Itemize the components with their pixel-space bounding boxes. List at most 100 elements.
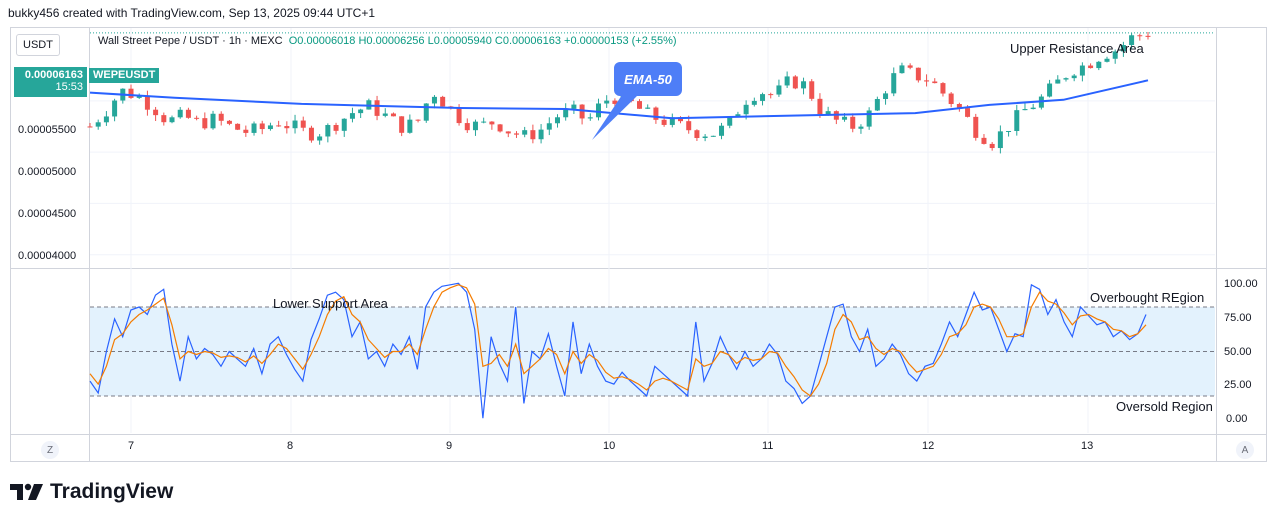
candle-body — [1096, 61, 1102, 69]
ema-callout: EMA-50 — [614, 62, 682, 96]
candle-body — [1047, 83, 1053, 97]
zoom-reset-button[interactable]: Z — [41, 441, 59, 459]
time-axis-divider — [10, 434, 1267, 435]
legend-open: O0.00006018 — [288, 35, 356, 47]
legend-close: C0.00006163 — [494, 35, 561, 47]
stoch-d-line — [89, 284, 1147, 397]
candle-body — [317, 136, 323, 141]
candle-body — [243, 129, 249, 133]
candle-body — [226, 120, 232, 124]
candle-body — [177, 109, 183, 118]
candle-body — [513, 133, 519, 135]
time-tick: 12 — [922, 440, 935, 452]
candle-body — [374, 100, 380, 116]
candle-body — [276, 125, 282, 127]
candle-body — [1079, 65, 1085, 76]
time-tick: 9 — [446, 440, 453, 452]
candle-body — [1137, 35, 1143, 37]
candle-body — [415, 119, 421, 121]
candle-body — [735, 114, 741, 118]
auto-scale-button[interactable]: A — [1236, 441, 1254, 459]
pane-divider — [10, 268, 1267, 269]
price-tick: 0.00004500 — [18, 208, 77, 220]
candle-body — [948, 93, 954, 105]
price-tick: 0.00004000 — [18, 250, 77, 262]
candle-body — [587, 117, 593, 119]
candle-body — [784, 76, 790, 86]
last-price: 0.00006163 — [24, 69, 83, 81]
candle-body — [210, 113, 216, 129]
currency-button[interactable]: USDT — [16, 34, 60, 56]
candle-body — [563, 108, 569, 118]
candle-body — [497, 124, 503, 132]
candle-body — [932, 81, 938, 84]
candle-body — [440, 96, 446, 107]
candle-body — [333, 125, 339, 131]
tradingview-logo[interactable]: TradingView — [10, 480, 173, 504]
candle-body — [915, 67, 921, 81]
candle-body — [1145, 35, 1151, 37]
chart-credit: bukky456 created with TradingView.com, S… — [8, 6, 376, 20]
candle-body — [103, 116, 109, 123]
candle-body — [719, 125, 725, 136]
candle-body — [218, 113, 224, 121]
candle-body — [956, 104, 962, 109]
candle-body — [390, 113, 396, 117]
candle-body — [842, 116, 848, 120]
candle-body — [87, 126, 93, 128]
symbol-badge: WEPEUSDT — [89, 68, 160, 83]
ema50-line — [89, 79, 1149, 120]
candle-body — [669, 117, 675, 125]
candle-body — [1104, 58, 1110, 62]
brand-name: TradingView — [50, 480, 174, 503]
candle-body — [308, 127, 314, 141]
osc-tick: 75.00 — [1224, 312, 1252, 324]
candle-body — [743, 104, 749, 115]
right-axis-divider — [1216, 27, 1217, 462]
upper-resistance-label: Upper Resistance Area — [1010, 41, 1144, 56]
candle-body — [850, 116, 856, 129]
candle-body — [751, 100, 757, 105]
candle-body — [1014, 110, 1020, 131]
candle-body — [530, 130, 536, 140]
lower-support-label: Lower Support Area — [273, 296, 388, 311]
candle-body — [727, 117, 733, 126]
time-tick: 13 — [1081, 440, 1094, 452]
time-tick: 10 — [603, 440, 616, 452]
candle-body — [235, 123, 241, 130]
candle-body — [1112, 51, 1118, 59]
candle-body — [431, 96, 437, 104]
candle-body — [341, 118, 347, 131]
ohlc-legend: Wall Street Pepe / USDT · 1h · MEXC O0.0… — [98, 35, 677, 47]
candle-body — [1129, 35, 1135, 46]
candle-body — [858, 126, 864, 129]
tv-logo-icon — [10, 483, 43, 500]
osc-tick: 0.00 — [1226, 413, 1248, 425]
candle-body — [399, 116, 405, 133]
candle-body — [694, 130, 700, 139]
candle-body — [546, 123, 552, 130]
candle-body — [358, 109, 364, 114]
candle-body — [161, 115, 167, 123]
candle-body — [579, 104, 585, 119]
overbought-label: Overbought REgion — [1090, 290, 1205, 305]
candle-body — [776, 85, 782, 95]
time-tick: 7 — [128, 440, 135, 452]
candle-body — [136, 96, 142, 98]
candle-body — [169, 117, 175, 123]
time-tick: 8 — [287, 440, 294, 452]
candle-body — [407, 119, 413, 133]
oversold-label: Oversold Region — [1116, 399, 1213, 414]
candle-body — [505, 131, 511, 134]
candle-body — [1055, 79, 1061, 84]
candle-body — [144, 96, 150, 110]
candle-body — [153, 109, 159, 116]
candle-body — [1088, 65, 1094, 69]
candle-body — [686, 121, 692, 131]
candle-body — [112, 100, 118, 117]
candle-body — [571, 104, 577, 109]
candle-body — [456, 107, 462, 124]
candle-body — [349, 113, 355, 119]
candle-body — [325, 125, 331, 137]
